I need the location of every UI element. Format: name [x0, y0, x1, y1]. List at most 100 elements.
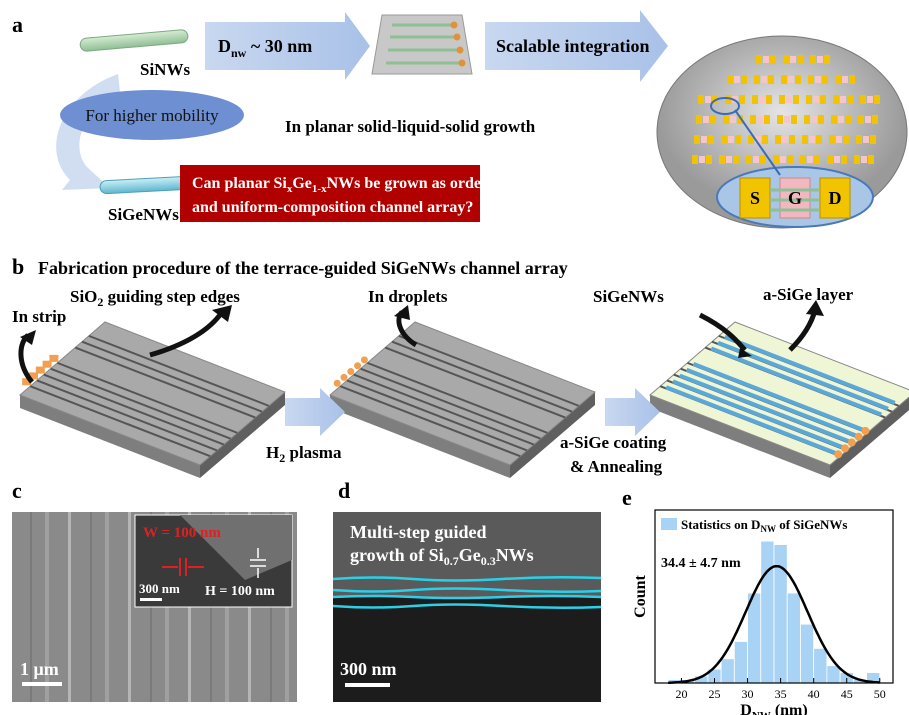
bar [800, 624, 813, 683]
bar [734, 641, 747, 683]
device-gate [840, 96, 846, 103]
device-pad [795, 75, 801, 84]
device-pad [804, 115, 810, 124]
device-gate [699, 156, 705, 163]
x-tick-label: 40 [808, 687, 820, 701]
x-tick-label: 45 [841, 687, 853, 701]
device-gate [861, 156, 867, 163]
device-gate [867, 96, 873, 103]
device-gate [786, 96, 792, 103]
legend-part: NW [760, 524, 776, 534]
scale-bar [345, 683, 390, 687]
device-gate [763, 56, 769, 63]
device-pad [762, 135, 768, 144]
device-pad [754, 75, 760, 84]
device-pad [746, 155, 752, 164]
device-pad [827, 155, 833, 164]
device-gate [788, 76, 794, 83]
device-pad [854, 155, 860, 164]
x-tick-label: 25 [709, 687, 721, 701]
device-gate [813, 96, 819, 103]
scale-bar [22, 682, 62, 686]
device-gate [863, 136, 869, 143]
device-gate [734, 76, 740, 83]
x-axis-label-part: D [740, 702, 752, 715]
device-pad [723, 115, 729, 124]
device-gate [757, 116, 763, 123]
device-gate [753, 156, 759, 163]
device-gate [838, 116, 844, 123]
device-label: G [788, 188, 802, 208]
device-pad [806, 95, 812, 104]
device-pad [818, 115, 824, 124]
device-pad [800, 155, 806, 164]
h-label: H = 100 nm [205, 584, 275, 599]
device-pad [814, 155, 820, 164]
x-axis-label-part: (nm) [771, 702, 808, 715]
device-pad [770, 55, 776, 64]
device-pad [777, 115, 783, 124]
device-gate [834, 156, 840, 163]
device-gate [784, 116, 790, 123]
device-gate [809, 136, 815, 143]
device-pad [760, 155, 766, 164]
device-gate [811, 116, 817, 123]
device-pad [841, 155, 847, 164]
device-pad [696, 115, 702, 124]
device-pad [727, 75, 733, 84]
legend-part: Statistics on D [681, 517, 760, 532]
device-pad [802, 135, 808, 144]
scale-label: 300 nm [340, 659, 397, 679]
legend-swatch [661, 518, 677, 530]
sinw-rod [80, 29, 189, 51]
mobility-label: For higher mobility [85, 106, 219, 125]
x-tick-label: 20 [675, 687, 687, 701]
device-pad [856, 135, 862, 144]
legend-part: of SiGeNWs [776, 517, 848, 532]
scalable-label: Scalable integration [496, 36, 650, 56]
x-axis-label: DNW (nm) [740, 702, 807, 715]
device-pad [710, 115, 716, 124]
figure: a SiNWs Dnw ~ 30 nm Scalable integration… [0, 0, 909, 715]
device-pad [752, 95, 758, 104]
bar [761, 541, 774, 683]
device-pad [756, 55, 762, 64]
droplet [334, 380, 341, 387]
scale-label: 1 μm [20, 659, 59, 679]
device-gate [759, 96, 765, 103]
bar [721, 659, 734, 683]
device-pad [793, 95, 799, 104]
panel-label: d [338, 478, 350, 503]
step-label: & Annealing [570, 457, 663, 476]
device-pad [766, 95, 772, 104]
step-label: SiGeNWs [593, 287, 664, 306]
legend-entry: Statistics on DNW of SiGeNWs [681, 517, 847, 534]
device-pad [824, 55, 830, 64]
device-gate [705, 96, 711, 103]
device-pad [843, 135, 849, 144]
annotation: 34.4 ± 4.7 nm [661, 556, 741, 571]
sinws-label: SiNWs [140, 60, 190, 79]
device-pad [808, 75, 814, 84]
droplet [354, 362, 361, 369]
droplet [855, 433, 863, 441]
panel-label: b [12, 254, 24, 279]
bar [827, 666, 840, 683]
device-pad [858, 115, 864, 124]
device-gate [807, 156, 813, 163]
device-pad [847, 95, 853, 104]
terrace-blocks [20, 322, 909, 478]
device-pad [708, 135, 714, 144]
device-pad [829, 135, 835, 144]
panel-title: Fabrication procedure of the terrace-gui… [38, 258, 568, 278]
device-pad [768, 75, 774, 84]
droplet [848, 439, 856, 447]
x-tick-label: 35 [775, 687, 787, 701]
device-pad [775, 135, 781, 144]
device-pad [831, 115, 837, 124]
device-gate [761, 76, 767, 83]
bar [814, 648, 827, 683]
panel-label: a [12, 12, 23, 37]
device-gate [780, 156, 786, 163]
device-pad [721, 135, 727, 144]
